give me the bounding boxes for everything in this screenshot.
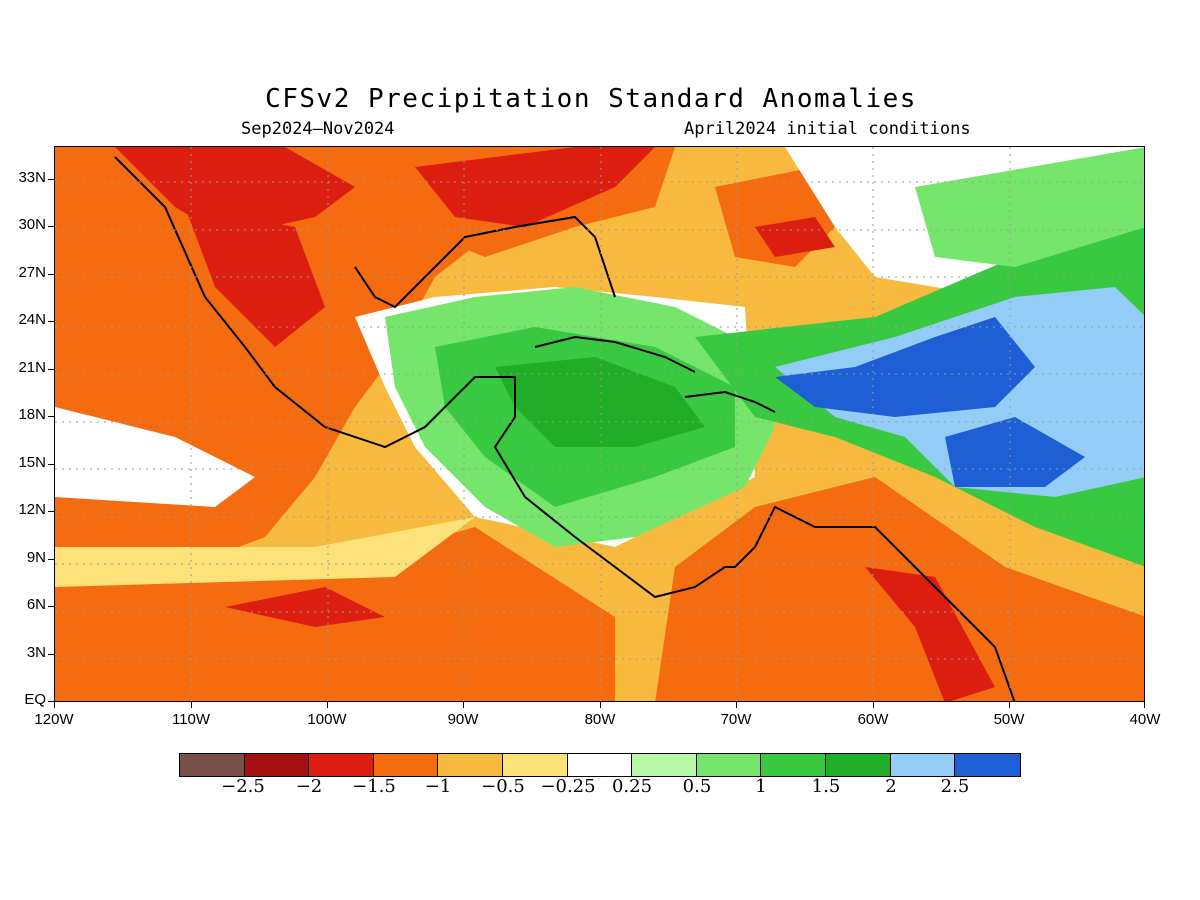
y-tick-label: 24N <box>18 311 46 328</box>
x-tick-label: 100W <box>307 711 347 728</box>
colorbar-label: −0.25 <box>540 776 596 797</box>
x-tick-label: 80W <box>584 711 616 728</box>
colorbar-label: −2 <box>295 776 323 797</box>
forecast-period: Sep2024–Nov2024 <box>241 119 395 139</box>
island-hispaniola <box>684 390 776 413</box>
colorbar-swatch <box>825 754 891 776</box>
very-dry-region-1 <box>115 147 355 237</box>
x-tick <box>873 702 874 708</box>
x-tick <box>600 702 601 708</box>
y-tick <box>48 321 54 322</box>
colorbar-label: 0.5 <box>682 776 712 797</box>
colorbar-swatch <box>890 754 956 776</box>
very-dry-region-2 <box>185 207 325 347</box>
y-tick-label: 9N <box>26 549 46 566</box>
colorbar <box>179 753 1021 777</box>
colorbar-swatch <box>309 754 374 776</box>
x-tick-label: 60W <box>857 711 889 728</box>
colorbar-swatch <box>373 754 439 776</box>
x-tick <box>327 702 328 708</box>
x-tick-label: 50W <box>993 711 1025 728</box>
very-dry-region-5 <box>865 567 995 701</box>
x-tick <box>1009 702 1010 708</box>
initial-conditions: April2024 initial conditions <box>684 119 971 139</box>
y-tick <box>48 226 54 227</box>
very-dry-region-4 <box>225 587 385 627</box>
colorbar-swatch <box>632 754 697 776</box>
x-tick-label: 90W <box>447 711 479 728</box>
colorbar-label: 1.5 <box>811 776 841 797</box>
anomaly-map <box>54 146 1145 702</box>
y-tick-label: 15N <box>18 454 46 471</box>
colorbar-swatch <box>761 754 826 776</box>
colorbar-swatch <box>955 754 1020 776</box>
very-dry-region-3 <box>415 147 655 227</box>
y-tick <box>48 511 54 512</box>
colorbar-label: −0.5 <box>481 776 525 797</box>
slightly-dry-band <box>55 517 475 587</box>
colorbar-swatch <box>244 754 310 776</box>
very-strong-wet-region-1 <box>775 317 1035 417</box>
colorbar-label: 0.25 <box>611 776 653 797</box>
y-tick-label: 6N <box>26 596 46 613</box>
y-tick-label: EQ <box>24 691 46 708</box>
y-tick-label: 30N <box>18 216 46 233</box>
island-cuba <box>534 335 696 373</box>
y-tick <box>48 464 54 465</box>
colorbar-swatch <box>180 754 245 776</box>
y-tick-label: 3N <box>26 644 46 661</box>
very-dry-region-6 <box>755 217 835 257</box>
colorbar-label: −1.5 <box>352 776 396 797</box>
y-tick <box>48 416 54 417</box>
colorbar-swatch <box>438 754 503 776</box>
y-tick <box>48 179 54 180</box>
x-tick <box>736 702 737 708</box>
y-tick <box>48 654 54 655</box>
x-tick <box>1144 702 1145 708</box>
y-tick <box>48 274 54 275</box>
colorbar-label: 2 <box>885 776 897 797</box>
colorbar-label: 1 <box>755 776 767 797</box>
x-tick-label: 70W <box>720 711 752 728</box>
x-tick-label: 120W <box>34 711 74 728</box>
y-tick-label: 33N <box>18 169 46 186</box>
y-tick-label: 18N <box>18 406 46 423</box>
y-tick-label: 27N <box>18 264 46 281</box>
near-normal-band-pacific <box>55 407 255 507</box>
y-tick <box>48 369 54 370</box>
x-tick-label: 110W <box>171 711 211 728</box>
colorbar-label: 2.5 <box>940 776 970 797</box>
x-tick <box>191 702 192 708</box>
wettest-region-caribbean <box>495 357 705 447</box>
x-tick-label: 40W <box>1129 711 1161 728</box>
y-tick-label: 21N <box>18 359 46 376</box>
anomaly-map-svg <box>55 147 1144 701</box>
x-tick <box>54 702 55 708</box>
colorbar-swatch <box>567 754 633 776</box>
colorbar-label: −1 <box>424 776 452 797</box>
x-tick <box>463 702 464 708</box>
coastline-mainland <box>114 156 1016 701</box>
y-tick <box>48 606 54 607</box>
y-tick <box>48 559 54 560</box>
coastline-gulf <box>354 215 616 309</box>
y-tick-label: 12N <box>18 501 46 518</box>
colorbar-label: −2.5 <box>221 776 265 797</box>
wet-region-north-atlantic <box>915 147 1144 267</box>
colorbar-swatch <box>696 754 762 776</box>
map-title: CFSv2 Precipitation Standard Anomalies <box>265 84 917 114</box>
y-tick <box>48 701 54 702</box>
colorbar-swatch <box>502 754 568 776</box>
